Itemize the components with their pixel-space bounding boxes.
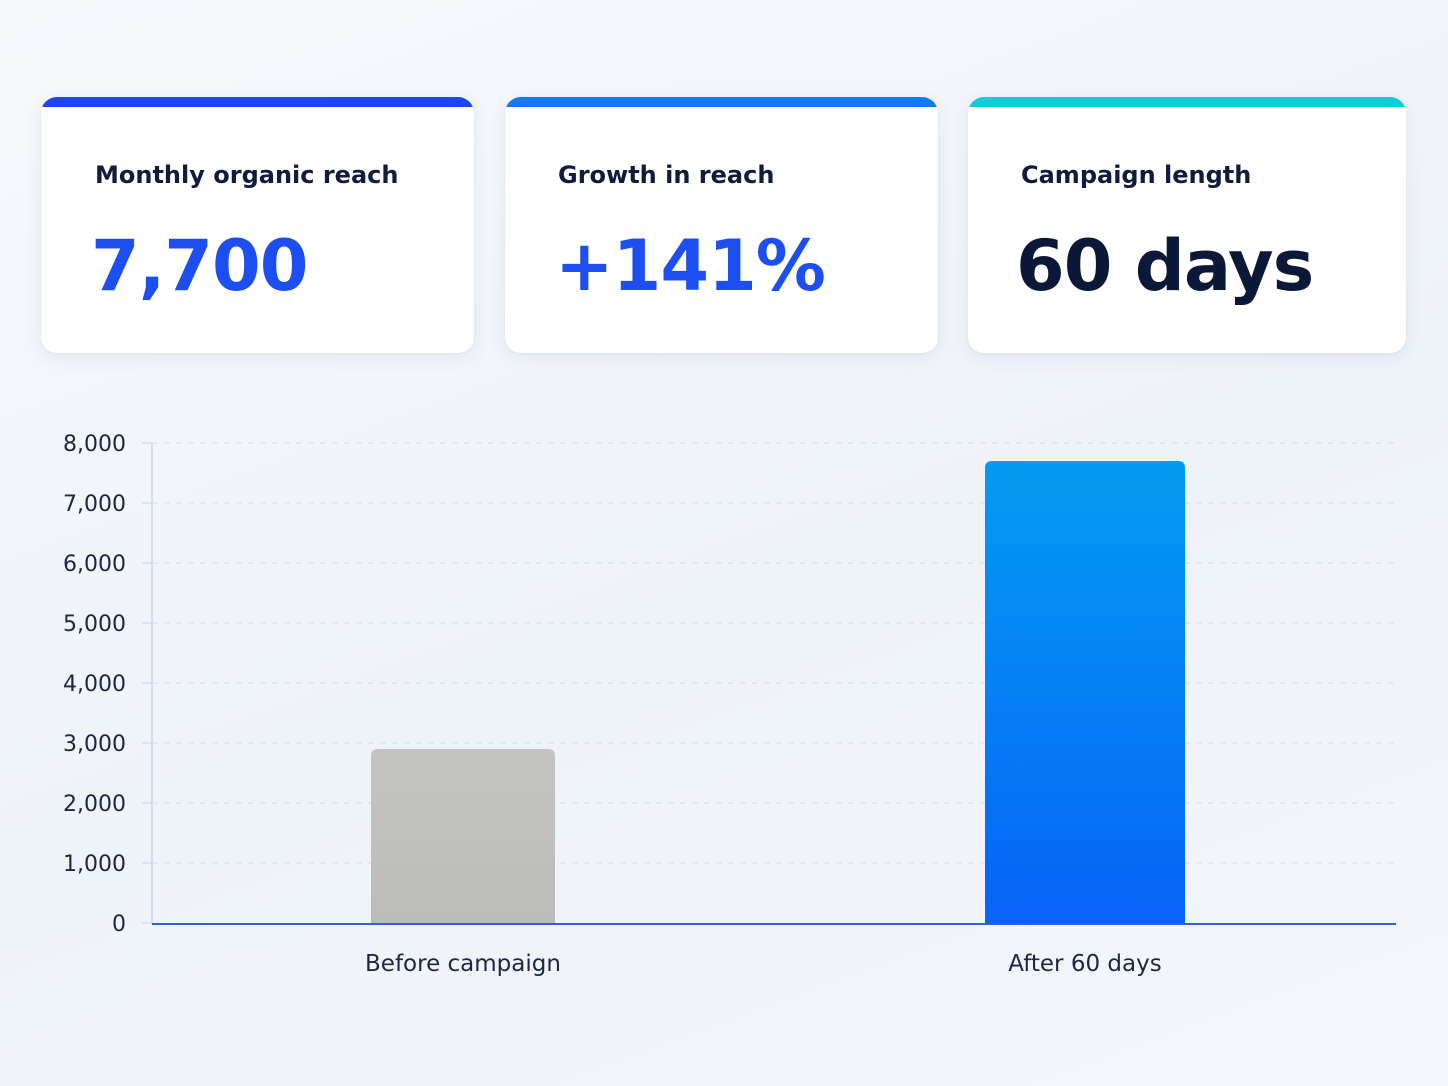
x-category-label: Before campaign (365, 951, 561, 977)
kpi-label: Monthly organic reach (95, 161, 399, 189)
kpi-card-accent-bar (505, 97, 938, 107)
y-tick-label: 4,000 (63, 672, 126, 697)
kpi-value: 60 days (1016, 225, 1314, 307)
y-tick-label: 5,000 (63, 612, 126, 637)
axes (142, 442, 1396, 925)
axis-labels: 0 1,000 2,000 3,000 4,000 5,000 6,000 7,000 8,00… (63, 432, 1162, 977)
kpi-card-growth: Growth in reach +141% (505, 97, 938, 353)
kpi-label: Growth in reach (558, 161, 775, 189)
bar-before-campaign (371, 749, 555, 923)
x-category-label: After 60 days (1008, 951, 1161, 977)
grid-lines (152, 442, 1396, 864)
kpi-label: Campaign length (1021, 161, 1252, 189)
y-tick-label: 8,000 (63, 432, 126, 457)
y-tick-label: 1,000 (63, 852, 126, 877)
kpi-value: 7,700 (91, 225, 308, 307)
y-tick-label: 6,000 (63, 552, 126, 577)
bars (371, 461, 1185, 923)
bar-after-60-days (985, 461, 1185, 923)
kpi-value: +141% (555, 225, 826, 307)
y-tick-label: 7,000 (63, 492, 126, 517)
kpi-card-accent-bar (41, 97, 474, 107)
y-tick-label: 0 (112, 912, 126, 937)
kpi-card-accent-bar (968, 97, 1406, 107)
y-tick-label: 2,000 (63, 792, 126, 817)
kpi-card-campaign-length: Campaign length 60 days (968, 97, 1406, 353)
y-tick-label: 3,000 (63, 732, 126, 757)
kpi-card-monthly-reach: Monthly organic reach 7,700 (41, 97, 474, 353)
